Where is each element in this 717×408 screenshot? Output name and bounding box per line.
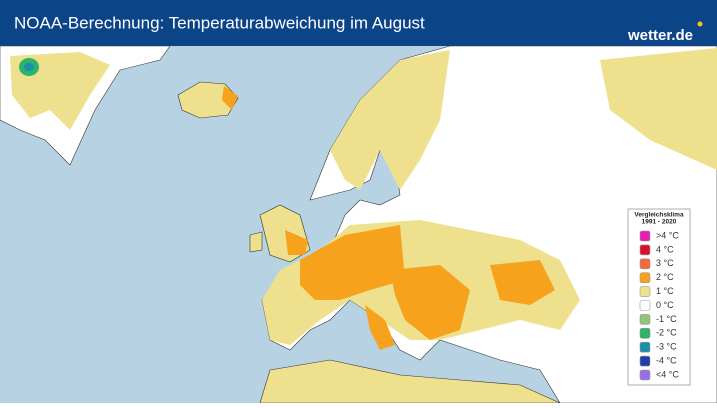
- header-title: NOAA-Berechnung: Temperaturabweichung im…: [14, 13, 425, 32]
- legend-label: 2 °C: [656, 272, 674, 282]
- brand-dot: [697, 21, 703, 27]
- legend-label: 0 °C: [656, 300, 674, 310]
- legend-label: 3 °C: [656, 258, 674, 268]
- legend-swatch: [639, 286, 651, 297]
- legend-label: <4 °C: [656, 369, 679, 379]
- legend-swatch: [639, 341, 651, 353]
- legend-swatch: [639, 244, 651, 256]
- legend-swatch: [639, 258, 651, 270]
- legend-swatch: [639, 300, 651, 311]
- legend-swatch: [639, 230, 651, 242]
- legend-box: [627, 208, 691, 386]
- legend-title: Vergleichsklima: [634, 212, 684, 219]
- legend-title: 1991 - 2020: [642, 219, 677, 226]
- legend-label: 4 °C: [656, 244, 674, 254]
- legend-label: -1 °C: [656, 314, 677, 324]
- brand: wetter.de: [627, 27, 693, 44]
- legend-label: >4 °C: [656, 230, 679, 240]
- legend-label: -2 °C: [656, 328, 677, 338]
- legend-swatch: [639, 355, 651, 367]
- legend-label: 1 °C: [656, 286, 674, 296]
- legend-label: -3 °C: [656, 342, 677, 352]
- legend-swatch: [639, 272, 651, 284]
- legend-swatch: [639, 327, 651, 339]
- header-bar: [0, 0, 717, 46]
- map: [0, 45, 717, 404]
- legend-swatch: [639, 314, 651, 325]
- legend-swatch: [639, 369, 651, 381]
- legend-label: -4 °C: [656, 355, 677, 365]
